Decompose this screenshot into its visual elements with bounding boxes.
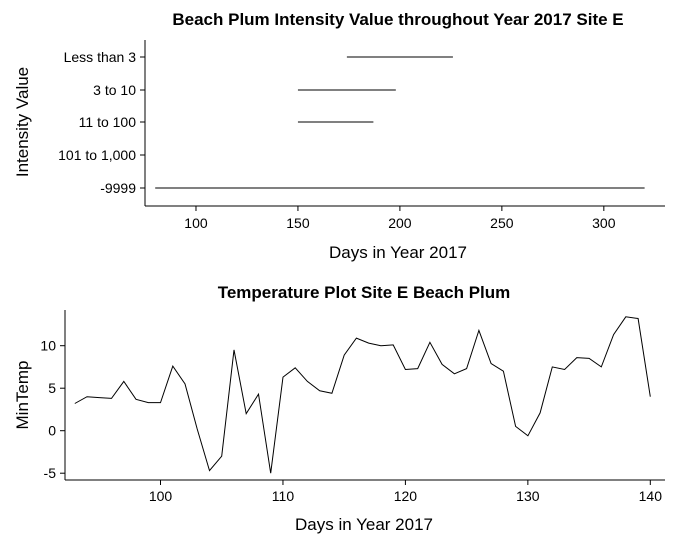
chart2-y-axis-title: MinTemp bbox=[13, 361, 32, 430]
chart1-y-tick-label: Less than 3 bbox=[64, 49, 137, 65]
chart2-x-tick-label: 100 bbox=[149, 488, 173, 504]
chart1-x-tick-label: 300 bbox=[592, 215, 616, 231]
chart1-x-ticks: 100 150 200 250 300 bbox=[184, 206, 616, 231]
chart2-x-tick-label: 120 bbox=[394, 488, 418, 504]
chart2-title: Temperature Plot Site E Beach Plum bbox=[218, 283, 511, 302]
chart2-x-ticks: 100 110 120 130 140 bbox=[149, 480, 662, 504]
chart2-y-ticks: -5 0 5 10 bbox=[40, 338, 65, 481]
chart1-x-tick-label: 100 bbox=[184, 215, 208, 231]
chart2-x-tick-label: 130 bbox=[516, 488, 540, 504]
chart1-title: Beach Plum Intensity Value throughout Ye… bbox=[172, 10, 623, 29]
chart2-y-tick-label: -5 bbox=[44, 465, 57, 481]
chart1-y-tick-label: 11 to 100 bbox=[79, 114, 137, 130]
chart1-y-tick-label: 3 to 10 bbox=[93, 82, 136, 98]
chart2-y-tick-label: 0 bbox=[48, 423, 56, 439]
chart1-x-axis-title: Days in Year 2017 bbox=[329, 243, 467, 262]
chart2-y-tick-label: 10 bbox=[40, 338, 56, 354]
chart1-x-tick-label: 200 bbox=[388, 215, 412, 231]
mintemp-line bbox=[74, 316, 651, 474]
chart1-y-tick-label: -9999 bbox=[100, 180, 136, 196]
chart1-x-tick-label: 150 bbox=[286, 215, 310, 231]
chart2-x-tick-label: 110 bbox=[272, 488, 295, 504]
chart2-x-tick-label: 140 bbox=[639, 488, 663, 504]
chart2-y-tick-label: 5 bbox=[48, 380, 56, 396]
chart1-x-tick-label: 250 bbox=[490, 215, 514, 231]
chart1-y-axis-title: Intensity Value bbox=[13, 67, 32, 177]
chart1-y-ticks: Less than 3 3 to 10 11 to 100 101 to 1,000 -… bbox=[58, 49, 145, 196]
temperature-chart: Temperature Plot Site E Beach Plum Days … bbox=[13, 283, 665, 534]
intensity-chart: Beach Plum Intensity Value throughout Ye… bbox=[13, 10, 665, 262]
chart1-y-tick-label: 101 to 1,000 bbox=[58, 147, 136, 163]
chart2-x-axis-title: Days in Year 2017 bbox=[295, 515, 433, 534]
chart2-series bbox=[74, 316, 651, 474]
chart1-segments bbox=[155, 56, 645, 189]
